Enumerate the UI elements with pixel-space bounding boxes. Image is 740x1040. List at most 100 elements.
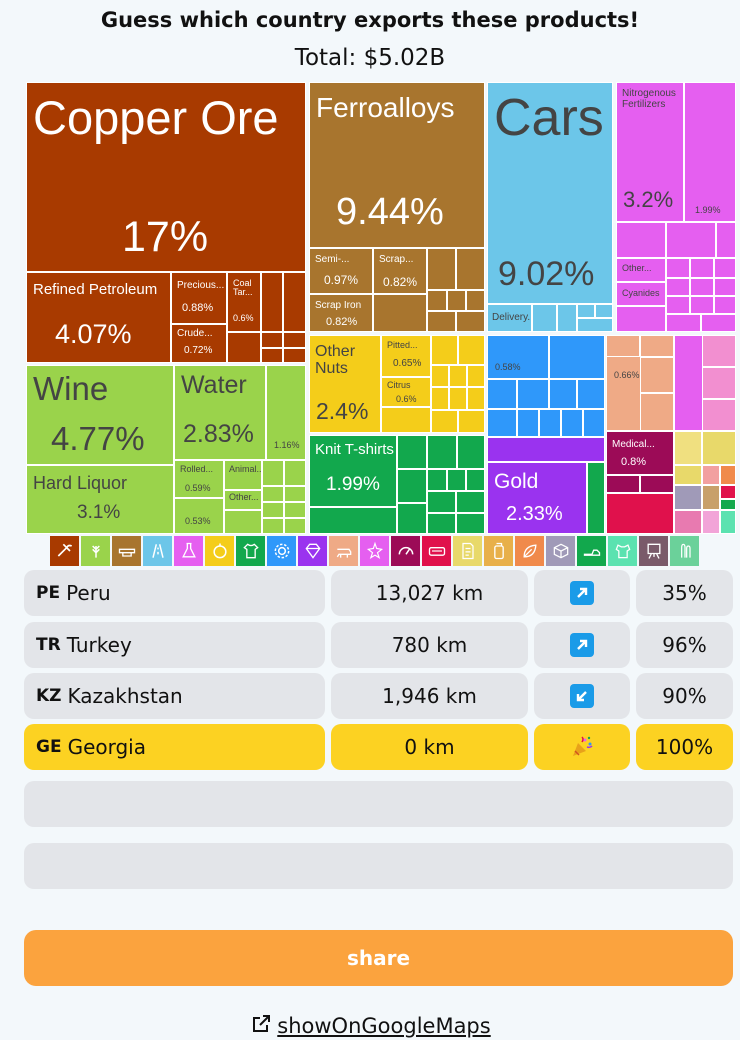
tile-mineral-small[interactable] xyxy=(227,332,261,363)
tile-metal-small[interactable] xyxy=(427,290,447,311)
tile-vegetable-small[interactable] xyxy=(458,335,485,365)
tile-vehicle-small[interactable] xyxy=(577,304,595,318)
tile-textile-small[interactable] xyxy=(447,469,466,491)
tile-mineral-small[interactable] xyxy=(283,348,306,363)
tile-food-small[interactable] xyxy=(262,502,284,518)
tile-chemical-small[interactable] xyxy=(616,306,666,332)
tile-animal-small[interactable] xyxy=(640,335,674,357)
tile-misc-small[interactable] xyxy=(674,431,702,465)
tile-chemical-small[interactable] xyxy=(666,296,690,314)
tile-chemical-small[interactable] xyxy=(714,278,736,296)
tile-chemical-small[interactable] xyxy=(714,258,736,278)
tile-cars[interactable]: Cars 9.02% xyxy=(487,82,613,304)
tile-machine-small[interactable] xyxy=(577,379,605,409)
tile-stone-small[interactable] xyxy=(587,462,605,534)
tile-gold[interactable]: Gold 2.33% xyxy=(487,462,587,534)
tile-vehicle-small[interactable] xyxy=(557,304,577,332)
tile-cyanides[interactable]: Cyanides xyxy=(616,282,666,306)
tile-textile-small[interactable] xyxy=(456,513,485,534)
tile-animal[interactable]: Animal... xyxy=(224,460,262,490)
tile-animal-small[interactable] xyxy=(606,335,640,357)
instruments-icon[interactable] xyxy=(391,536,420,566)
show-on-google-maps-link[interactable]: showOnGoogleMaps xyxy=(0,1012,740,1038)
tile-food-other[interactable]: Other... xyxy=(224,490,262,510)
tile-chemical-small[interactable] xyxy=(701,314,736,332)
tile-food-small[interactable] xyxy=(284,518,306,534)
tile-instrument-small[interactable] xyxy=(640,475,674,493)
tile-misc-small[interactable] xyxy=(702,367,736,399)
tile-chemical-small[interactable] xyxy=(714,296,736,314)
arts-antiques-icon[interactable] xyxy=(639,536,668,566)
tile-mineral-small[interactable] xyxy=(283,332,306,348)
tile-wine[interactable]: Wine 4.77% xyxy=(26,365,174,465)
tile-instrument-small[interactable] xyxy=(606,475,640,493)
tile-textile-small[interactable] xyxy=(427,435,457,469)
tile-misc-small[interactable] xyxy=(702,510,720,534)
wood-products-icon[interactable] xyxy=(515,536,544,566)
tile-food-small[interactable] xyxy=(224,510,262,534)
tile-food-small-1[interactable]: 1.16% xyxy=(266,365,306,460)
tile-animal-small[interactable] xyxy=(640,393,674,431)
tile-knit-tshirts[interactable]: Knit T-shirts 1.99% xyxy=(309,435,397,507)
tile-misc-small[interactable] xyxy=(674,485,702,510)
paper-goods-icon[interactable] xyxy=(453,536,482,566)
tile-mineral-small[interactable] xyxy=(283,272,306,332)
tile-metal-small[interactable] xyxy=(427,311,456,332)
tile-textile-small[interactable] xyxy=(427,513,456,534)
tile-machine-small[interactable] xyxy=(549,335,605,379)
tile-crude[interactable]: Crude... 0.72% xyxy=(171,324,227,363)
tile-chemical-other[interactable]: Other... xyxy=(616,258,666,282)
tile-copper-ore[interactable]: Copper Ore 17% xyxy=(26,82,306,272)
tile-machine-small[interactable] xyxy=(487,379,517,409)
tile-vegetable-small[interactable] xyxy=(449,387,467,410)
animal-fats-icon[interactable] xyxy=(484,536,513,566)
tile-textile-small[interactable] xyxy=(397,435,427,469)
tile-metal-small[interactable] xyxy=(447,290,466,311)
tile-textile-small[interactable] xyxy=(466,469,485,491)
tile-stone-small[interactable] xyxy=(487,437,605,462)
tile-metal-small[interactable] xyxy=(456,248,485,290)
tile-scrap[interactable]: Scrap... 0.82% xyxy=(373,248,427,294)
tile-misc-small[interactable] xyxy=(720,510,736,534)
tile-vegetable-small[interactable] xyxy=(449,365,467,387)
tile-food-small-2[interactable]: 0.53% xyxy=(174,498,224,534)
tile-other-nuts[interactable]: Other Nuts 2.4% xyxy=(309,335,381,433)
tile-chemical-small[interactable] xyxy=(666,222,716,258)
tile-chemical-small[interactable] xyxy=(666,278,690,296)
tile-food-small[interactable] xyxy=(284,502,306,518)
animal-products-icon[interactable] xyxy=(329,536,358,566)
tile-textile-small[interactable] xyxy=(427,491,456,513)
tile-mineral-small[interactable] xyxy=(261,332,283,348)
tile-machine-small[interactable] xyxy=(549,379,577,409)
share-button[interactable]: share xyxy=(24,930,733,986)
foodstuffs-icon[interactable] xyxy=(205,536,234,566)
tile-vegetable-small[interactable] xyxy=(458,410,485,433)
tile-food-small[interactable] xyxy=(262,460,284,486)
tile-chemical-small[interactable] xyxy=(666,258,690,278)
tile-vehicle-small[interactable] xyxy=(532,304,557,332)
tile-chemical-small[interactable] xyxy=(666,314,701,332)
tile-pitted[interactable]: Pitted... 0.65% xyxy=(381,335,431,377)
tile-misc-small[interactable] xyxy=(720,465,736,485)
tile-vegetable-small[interactable] xyxy=(381,407,431,433)
tile-textile-small[interactable] xyxy=(456,491,485,513)
tile-machine-small[interactable] xyxy=(487,409,517,437)
tile-vegetable-small[interactable] xyxy=(467,387,485,410)
tile-machines-1[interactable]: 0.58% xyxy=(487,335,549,379)
tile-food-small[interactable] xyxy=(262,518,284,534)
tile-food-small[interactable] xyxy=(262,486,284,502)
mineral-products-icon[interactable] xyxy=(50,536,79,566)
tile-chemical-small[interactable] xyxy=(616,222,666,258)
stone-glass-icon[interactable] xyxy=(546,536,575,566)
tile-delivery[interactable]: Delivery... xyxy=(487,304,532,332)
tile-rolled[interactable]: Rolled... 0.59% xyxy=(174,460,224,498)
tile-refined-petroleum[interactable]: Refined Petroleum 4.07% xyxy=(26,272,171,363)
tile-vegetable-small[interactable] xyxy=(431,335,458,365)
textiles-icon[interactable] xyxy=(236,536,265,566)
tile-scrap-iron[interactable]: Scrap Iron 0.82% xyxy=(309,294,373,332)
tile-misc-small[interactable] xyxy=(702,465,720,485)
tile-textile-small[interactable] xyxy=(427,469,447,491)
tile-food-small[interactable] xyxy=(284,486,306,502)
miscellaneous-icon[interactable] xyxy=(422,536,451,566)
metals-icon[interactable] xyxy=(112,536,141,566)
